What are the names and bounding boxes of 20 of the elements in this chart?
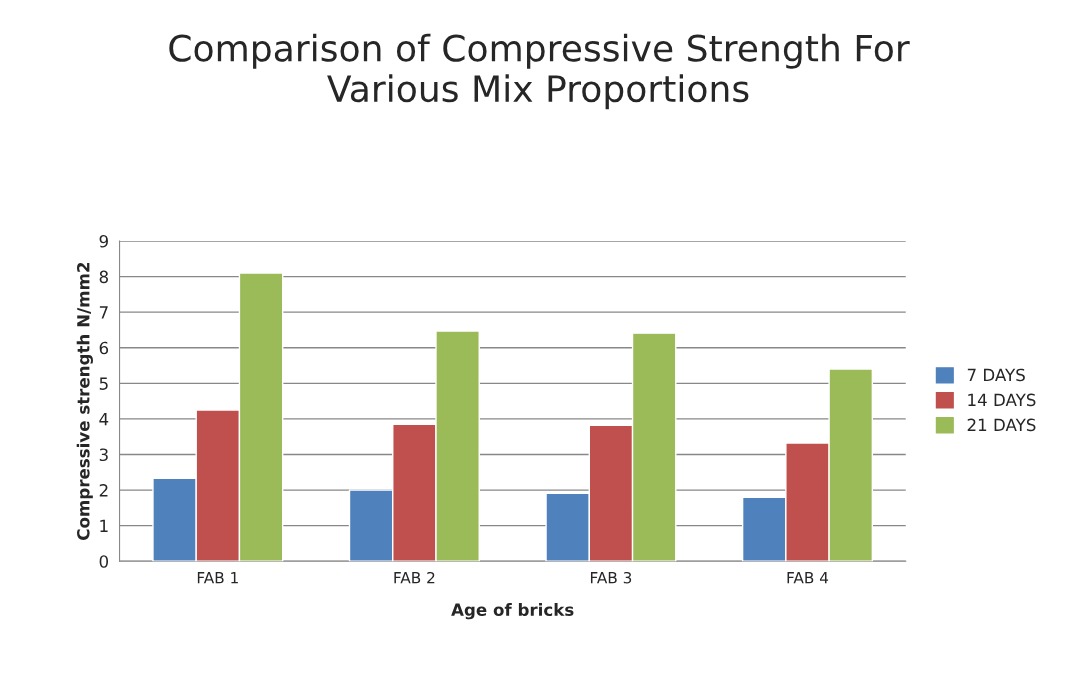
y-tick-label: 7 [99, 306, 108, 319]
y-tick-label: 5 [99, 377, 108, 390]
y-tick-label: 9 [99, 234, 108, 248]
y-axis-title: Compressive strength N/mm2 [76, 262, 93, 540]
y-tick-label: 4 [99, 413, 109, 426]
chart-title: Comparison of Compressive Strength For Various Mix Proportions [169, 33, 910, 110]
x-tick-label: FAB 4 [787, 572, 829, 584]
y-tick-label: 8 [99, 270, 108, 284]
x-tick-label: FAB 3 [590, 571, 632, 584]
legend-label: 14 DAYS [968, 393, 1036, 407]
x-tick-label: FAB 1 [197, 572, 238, 584]
y-tick-label: 6 [99, 341, 109, 355]
legend-label: 21 DAYS [967, 418, 1036, 432]
x-tick-label: FAB 2 [394, 571, 435, 584]
y-tick-label: 1 [100, 519, 108, 532]
y-tick-label: 0 [99, 555, 109, 568]
y-tick-label: 2 [99, 484, 108, 497]
y-tick-label: 3 [99, 448, 108, 462]
legend-label: 7 DAYS [967, 368, 1025, 382]
x-axis-title: Age of bricks [451, 603, 574, 620]
